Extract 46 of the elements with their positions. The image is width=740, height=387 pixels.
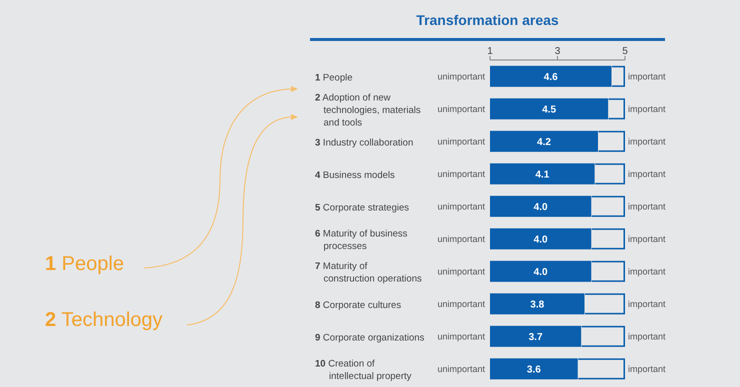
text: 4.2 (537, 136, 551, 148)
y-tick-label: 10 Creation of intellectual property (315, 358, 412, 382)
text: unimportant (437, 298, 485, 309)
text: important (628, 364, 666, 374)
chart-title: Transformation areas (415, 12, 560, 28)
y-tick-label: 9 Corporate organizations (315, 332, 425, 344)
text: 1 People (45, 253, 124, 276)
text: 4.0 (534, 266, 548, 278)
y-tick-label: 4 Business models (315, 170, 395, 181)
text: 3.6 (526, 364, 541, 376)
text: 4.6 (544, 72, 558, 83)
text: unimportant (437, 331, 485, 342)
text: important (628, 266, 666, 276)
text: important (628, 298, 666, 309)
y-tick-label: 3 Industry collaboration (315, 137, 414, 148)
y-tick-label: 6 Maturity of business processes (315, 228, 408, 252)
text: unimportant (437, 201, 485, 212)
x2-tick-label: 1 (487, 46, 494, 57)
text: 3.7 (528, 332, 543, 343)
y-tick-label: 1 People (315, 72, 353, 84)
text: important (628, 168, 666, 179)
text: unimportant (437, 266, 485, 276)
text: 3.8 (530, 299, 544, 310)
text: important (628, 104, 666, 114)
text: important (628, 331, 666, 342)
y-tick-label: 5 Corporate strategies (315, 202, 410, 214)
text: 4.0 (534, 234, 548, 246)
text: important (628, 234, 666, 244)
text: unimportant (437, 168, 485, 179)
text: unimportant (437, 234, 485, 244)
text: 4.5 (542, 104, 556, 116)
text: unimportant (437, 71, 486, 82)
text: 2 Technology (45, 309, 163, 332)
text: important (628, 201, 666, 212)
text: unimportant (437, 104, 485, 114)
text: important (628, 71, 666, 82)
y-tick-label: 8 Corporate cultures (315, 300, 402, 311)
text: important (628, 136, 666, 146)
y-tick-label: 2 Adoption of new technologies, materials and tools (315, 92, 421, 128)
x2-tick-label: 3 (554, 46, 561, 57)
text: unimportant (437, 136, 485, 146)
y-tick-label: 7 Maturity of construction operations (315, 261, 422, 284)
text: 4.1 (535, 169, 550, 180)
text: unimportant (437, 364, 485, 374)
x2-tick-label: 5 (622, 46, 628, 57)
text: 4.0 (534, 202, 548, 213)
